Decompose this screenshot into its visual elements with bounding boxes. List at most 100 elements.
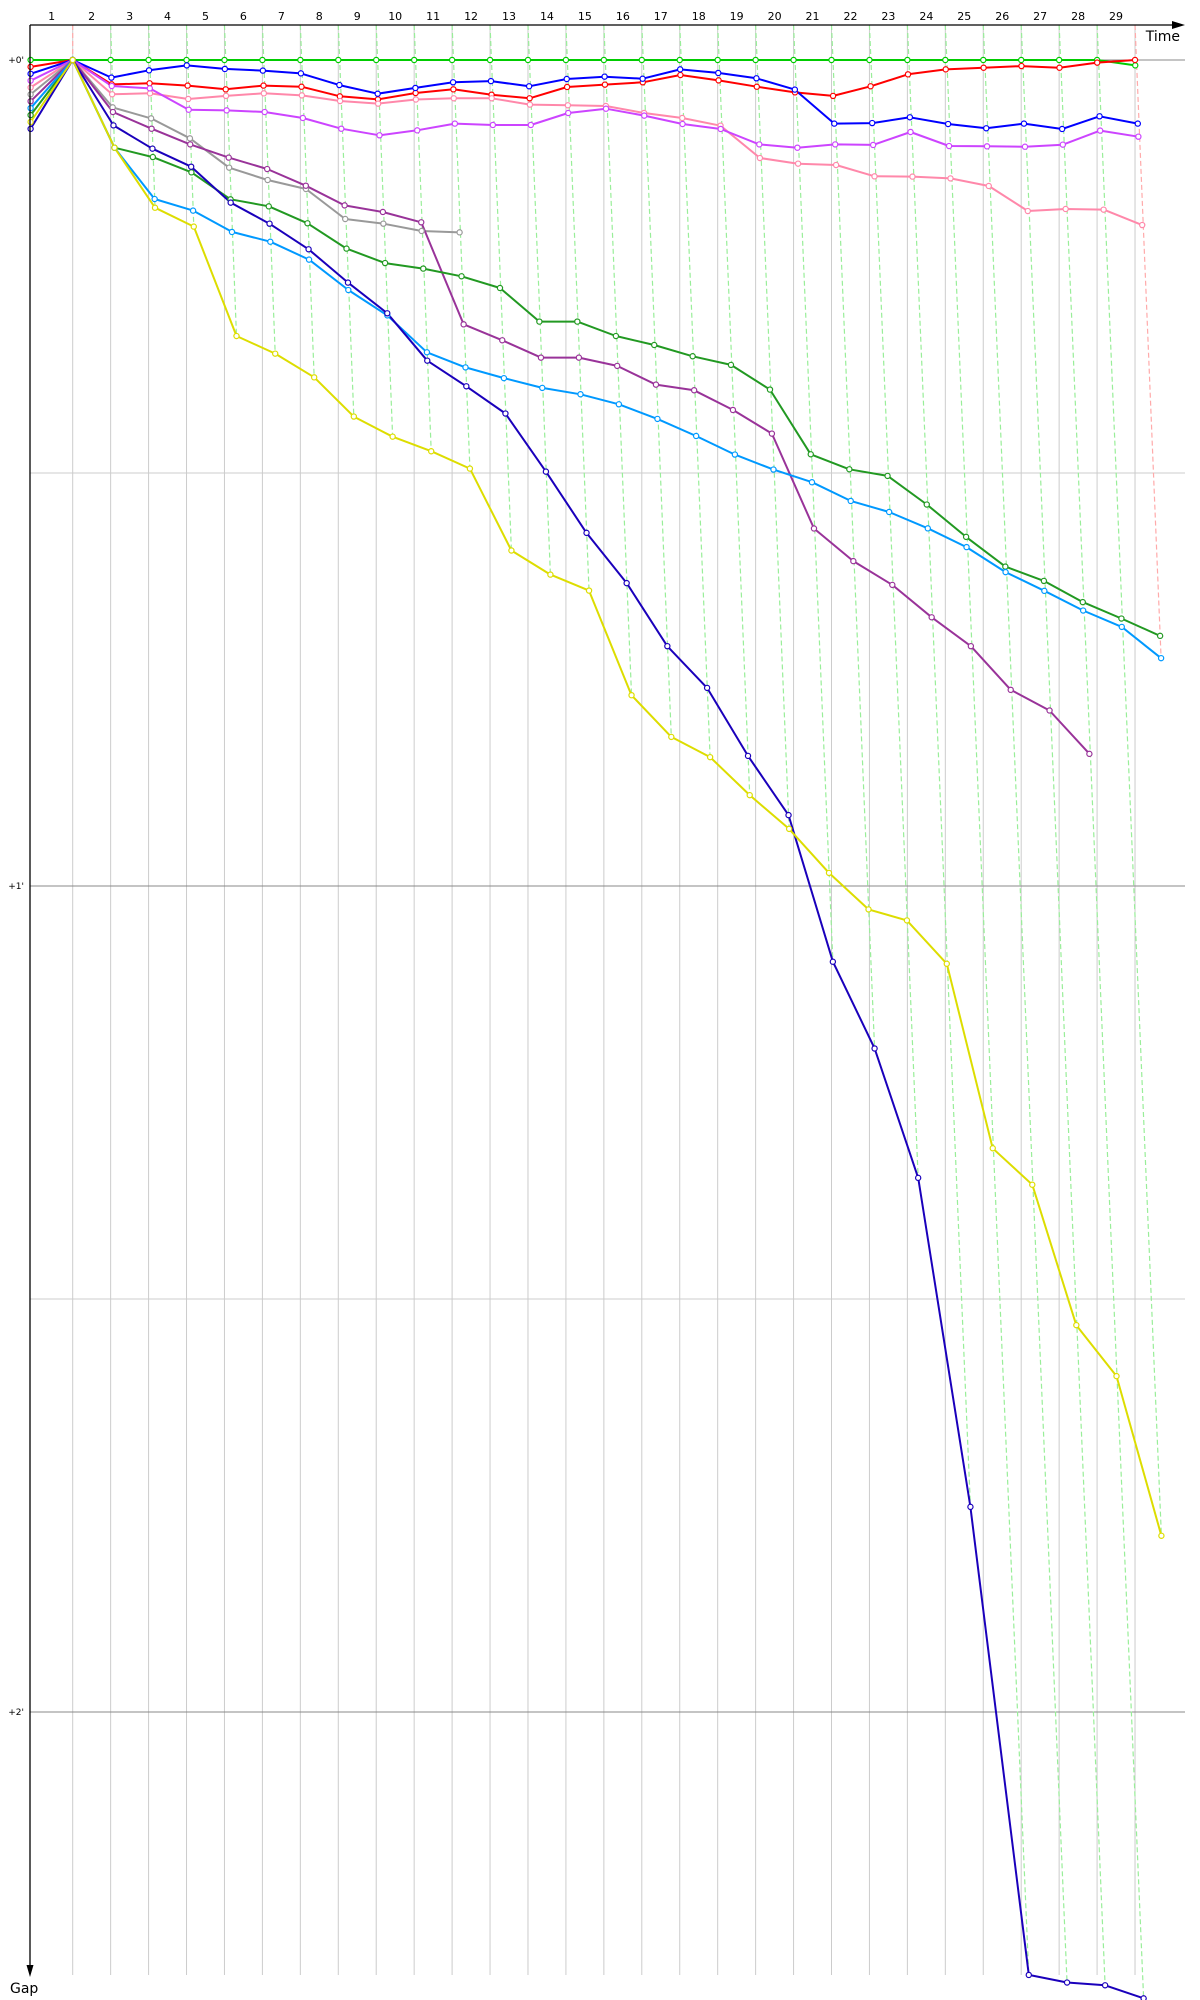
x-tick-label: 17 [654, 10, 668, 23]
data-point [335, 56, 342, 64]
x-tick-label: 29 [1109, 10, 1123, 23]
data-point [345, 286, 352, 294]
data-point [1139, 221, 1146, 229]
data-point [942, 56, 949, 64]
data-point [418, 227, 425, 235]
data-point [1113, 1372, 1120, 1380]
data-point [225, 154, 232, 161]
lap-lines [72, 24, 1162, 1999]
data-point [266, 220, 273, 227]
data-point [664, 642, 671, 650]
data-point [305, 256, 313, 263]
data-point [147, 115, 155, 122]
x-tick-label: 25 [957, 10, 971, 23]
data-point [942, 66, 949, 73]
data-point [744, 752, 752, 760]
data-point [613, 362, 621, 370]
data-point [1096, 127, 1104, 134]
data-point [808, 479, 816, 486]
data-point [727, 361, 735, 369]
data-point [1140, 1995, 1147, 2000]
data-point [341, 202, 348, 209]
lap-line [565, 24, 590, 591]
data-point [376, 132, 383, 139]
data-point [297, 70, 305, 77]
x-tick-label: 12 [464, 10, 478, 23]
data-point [189, 207, 197, 214]
series-line-7 [29, 59, 1161, 637]
x-tick-label: 9 [354, 10, 361, 23]
lap-line [603, 24, 633, 696]
data-point [828, 56, 835, 64]
lap-line [375, 24, 394, 437]
data-point [766, 386, 774, 393]
data-point [866, 56, 873, 64]
data-point [785, 825, 793, 833]
data-point [985, 182, 992, 190]
data-point [379, 208, 387, 216]
data-point [1024, 207, 1031, 215]
data-point [1157, 654, 1165, 662]
data-point [487, 77, 495, 85]
data-point [1156, 632, 1164, 640]
data-point [539, 384, 546, 392]
lap-line [1020, 24, 1106, 1986]
lap-line [223, 24, 238, 337]
data-point [299, 114, 307, 122]
x-axis-arrow-icon [1172, 21, 1185, 29]
data-point [381, 259, 389, 267]
data-point [768, 430, 776, 437]
data-point [1056, 64, 1063, 71]
data-point [458, 273, 465, 280]
data-point [265, 203, 272, 210]
x-tick-label: 23 [881, 10, 895, 23]
data-point [846, 466, 853, 473]
data-point [69, 56, 76, 64]
data-point [418, 219, 425, 226]
data-point [794, 144, 801, 151]
data-point [225, 164, 233, 171]
data-point [350, 413, 358, 420]
x-tick-label: 11 [426, 10, 440, 23]
data-point [263, 165, 271, 173]
series-line-1 [30, 59, 1136, 101]
data-point [108, 82, 115, 90]
data-point [628, 691, 635, 699]
data-point [868, 119, 876, 127]
data-point [756, 154, 764, 162]
data-point [676, 66, 684, 73]
series-line-4 [30, 59, 1139, 149]
data-point [488, 95, 495, 102]
data-point [228, 228, 236, 236]
data-point [261, 108, 268, 116]
lap-line [679, 24, 711, 758]
data-point [889, 581, 896, 589]
data-point [1132, 62, 1139, 69]
series-line-6 [29, 59, 1091, 755]
x-tick-label: 19 [730, 10, 744, 23]
lap-line [261, 24, 276, 354]
data-point [904, 56, 911, 64]
y-axis-arrow-icon [26, 1965, 34, 1977]
x-tick-label: 5 [202, 10, 209, 23]
data-point [146, 80, 153, 87]
data-point [420, 265, 427, 272]
data-point [380, 220, 387, 227]
data-point [1073, 1321, 1080, 1329]
data-point [1055, 56, 1063, 64]
data-point [151, 204, 159, 211]
data-point [947, 175, 954, 182]
data-point [456, 229, 463, 236]
data-point [831, 120, 838, 127]
data-point [1002, 563, 1009, 570]
data-point [791, 86, 799, 93]
x-tick-label: 2 [88, 10, 95, 23]
data-point [980, 64, 987, 71]
data-point [715, 77, 722, 84]
data-point [563, 83, 571, 91]
data-point [1079, 598, 1086, 606]
data-point [677, 71, 684, 79]
data-point [1018, 62, 1025, 70]
data-point [1079, 607, 1087, 614]
